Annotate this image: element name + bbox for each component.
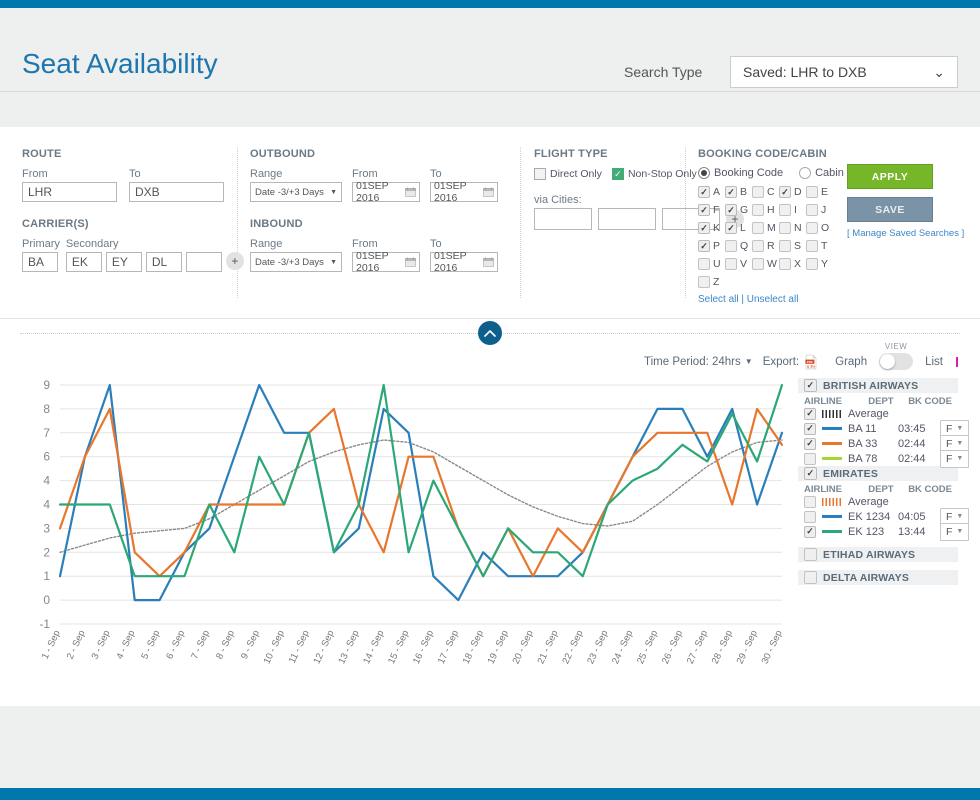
- svg-text:22 - Sep: 22 - Sep: [560, 629, 585, 666]
- svg-text:3: 3: [43, 521, 50, 535]
- svg-text:11 - Sep: 11 - Sep: [287, 629, 312, 666]
- svg-text:25 - Sep: 25 - Sep: [635, 629, 660, 666]
- svg-text:PDF: PDF: [807, 359, 813, 363]
- svg-text:9: 9: [43, 378, 50, 392]
- svg-text:21 - Sep: 21 - Sep: [535, 629, 560, 666]
- svg-text:10 - Sep: 10 - Sep: [262, 629, 287, 666]
- svg-text:1 - Sep: 1 - Sep: [40, 629, 63, 661]
- svg-text:-1: -1: [39, 617, 50, 631]
- svg-text:8 - Sep: 8 - Sep: [214, 629, 237, 661]
- svg-text:20 - Sep: 20 - Sep: [511, 629, 536, 666]
- svg-text:0: 0: [43, 593, 50, 607]
- svg-text:17 - Sep: 17 - Sep: [436, 629, 461, 666]
- svg-text:2 - Sep: 2 - Sep: [65, 629, 88, 661]
- svg-text:6 - Sep: 6 - Sep: [164, 629, 187, 661]
- svg-text:4: 4: [43, 498, 50, 512]
- svg-text:23 - Sep: 23 - Sep: [585, 629, 610, 666]
- svg-text:26 - Sep: 26 - Sep: [660, 629, 685, 666]
- svg-text:24 - Sep: 24 - Sep: [610, 629, 635, 666]
- svg-text:6: 6: [43, 450, 50, 464]
- svg-text:4 - Sep: 4 - Sep: [115, 629, 138, 661]
- svg-text:16 - Sep: 16 - Sep: [411, 629, 436, 666]
- svg-text:28 - Sep: 28 - Sep: [710, 629, 735, 666]
- svg-text:5 - Sep: 5 - Sep: [139, 629, 162, 661]
- svg-text:18 - Sep: 18 - Sep: [461, 629, 486, 666]
- svg-text:7: 7: [43, 426, 50, 440]
- svg-text:4: 4: [43, 474, 50, 488]
- svg-text:13 - Sep: 13 - Sep: [336, 629, 361, 666]
- svg-text:29 - Sep: 29 - Sep: [735, 629, 760, 666]
- svg-text:14 - Sep: 14 - Sep: [361, 629, 386, 666]
- svg-text:7 - Sep: 7 - Sep: [189, 629, 212, 661]
- svg-text:12 - Sep: 12 - Sep: [311, 629, 336, 666]
- svg-text:30 - Sep: 30 - Sep: [760, 629, 785, 666]
- svg-text:15 - Sep: 15 - Sep: [386, 629, 411, 666]
- svg-text:9 - Sep: 9 - Sep: [239, 629, 262, 661]
- svg-text:3 - Sep: 3 - Sep: [90, 629, 113, 661]
- svg-text:1: 1: [43, 569, 50, 583]
- svg-text:2: 2: [43, 545, 50, 559]
- svg-text:8: 8: [43, 402, 50, 416]
- svg-text:19 - Sep: 19 - Sep: [486, 629, 511, 666]
- svg-text:27 - Sep: 27 - Sep: [685, 629, 710, 666]
